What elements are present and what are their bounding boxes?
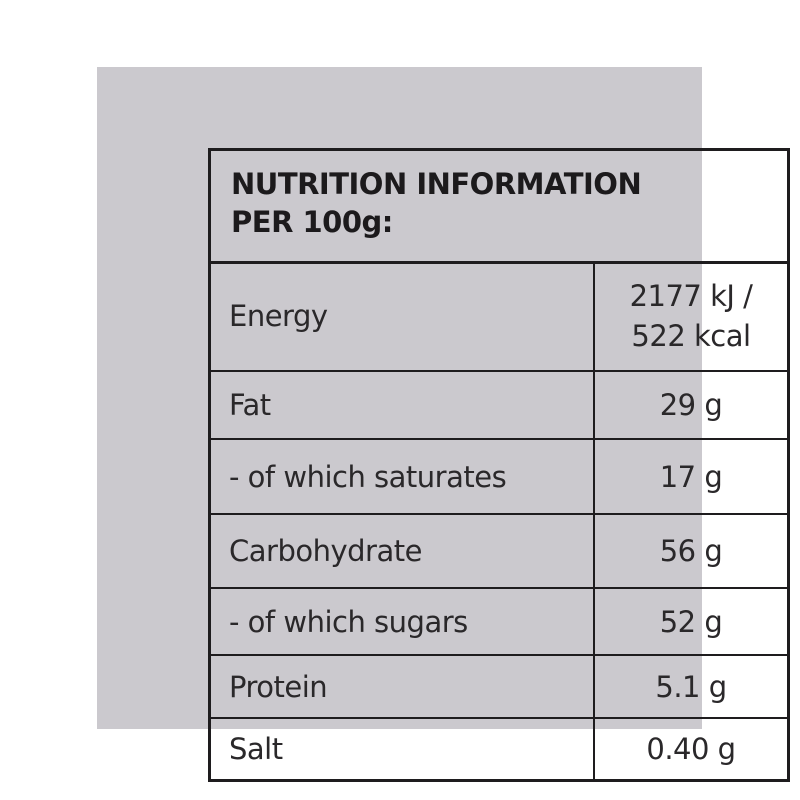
table-row-saturates: - of which saturates 17 g [211, 440, 787, 515]
table-row-salt: Salt 0.40 g [211, 719, 787, 779]
row-value: 56 g [659, 534, 723, 568]
table-header: NUTRITION INFORMATION PER 100g: [211, 151, 787, 264]
table-row-carbohydrate: Carbohydrate 56 g [211, 515, 787, 589]
row-label: - of which sugars [211, 589, 595, 654]
row-label: Energy [211, 261, 595, 370]
table-row-energy: Energy 2177 kJ / 522 kcal [211, 261, 787, 372]
energy-kcal: 522 kcal [631, 318, 751, 353]
row-label: - of which saturates [211, 440, 595, 513]
row-label: Protein [211, 656, 595, 717]
label-panel: NUTRITION INFORMATION PER 100g: Energy 2… [97, 67, 790, 782]
row-value: 17 g [659, 459, 723, 494]
nutrition-table: NUTRITION INFORMATION PER 100g: Energy 2… [208, 148, 790, 782]
row-value: 2177 kJ / 522 kcal [595, 261, 787, 370]
header-subtitle: PER 100g: [231, 205, 393, 239]
row-value: 0.40 g [646, 732, 736, 766]
header-title: NUTRITION INFORMATION [231, 167, 642, 201]
row-label: Salt [211, 719, 595, 779]
row-label: Carbohydrate [211, 515, 595, 587]
table-row-protein: Protein 5.1 g [211, 656, 787, 719]
row-value: 52 g [659, 604, 723, 639]
row-label: Fat [211, 372, 595, 438]
table-row-fat: Fat 29 g [211, 372, 787, 440]
energy-kj: 2177 kJ / [629, 278, 753, 313]
row-value: 29 g [659, 388, 723, 422]
table-row-sugars: - of which sugars 52 g [211, 589, 787, 656]
row-value: 5.1 g [655, 669, 727, 704]
